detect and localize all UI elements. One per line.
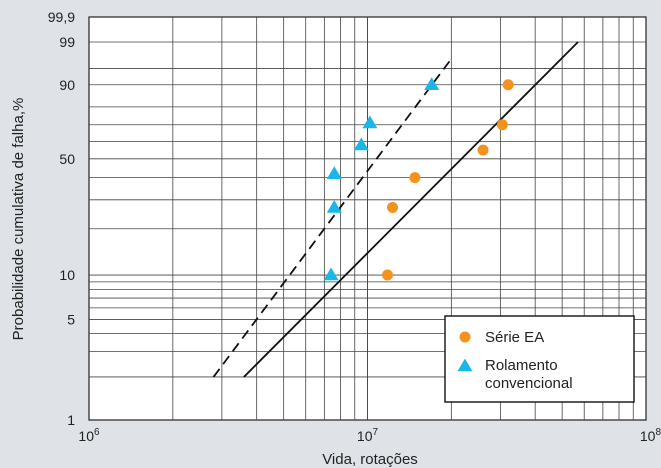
y-tick-label: 99,9	[48, 9, 75, 25]
grid	[89, 17, 646, 420]
y-tick-label: 5	[67, 311, 75, 327]
legend-marker-triangle	[457, 358, 473, 372]
legend-label: Rolamento convencional	[485, 357, 573, 392]
data-point-rolamento-convencional	[326, 166, 342, 179]
data-point-rolamento-convencional	[353, 137, 369, 151]
y-tick-label: 90	[59, 77, 75, 93]
y-tick-label: 10	[59, 267, 75, 283]
data-point-serie-ea	[496, 119, 508, 131]
data-point-serie-ea	[502, 79, 514, 91]
data-point-rolamento-convencional	[323, 267, 339, 281]
data-points	[323, 77, 514, 281]
y-axis-label: Probabilidade cumulativa de falha,%	[10, 98, 27, 341]
y-tick-label: 99	[59, 34, 75, 50]
y-tick-label: 50	[59, 151, 75, 167]
data-point-rolamento-convencional	[424, 77, 440, 91]
legend-label: Série EA	[485, 329, 544, 346]
fit-lines	[212, 41, 579, 378]
x-tick-label: 108	[640, 427, 661, 444]
tick-labels: 1 5 10 50 90 99 99,9 106 107 108	[48, 9, 661, 444]
legend-marker-circle	[459, 331, 471, 343]
data-point-serie-ea	[387, 202, 399, 214]
y-tick-label: 1	[67, 412, 75, 428]
x-tick-label: 107	[357, 427, 379, 444]
data-point-rolamento-convencional	[326, 200, 342, 213]
fit-line-serie-ea	[243, 41, 579, 378]
fit-line-rolamento-convencional	[212, 58, 453, 378]
legend: Série EA Rolamento convencional	[444, 315, 635, 403]
legend-box	[444, 315, 635, 403]
data-point-serie-ea	[382, 269, 394, 281]
data-point-rolamento-convencional	[362, 115, 378, 129]
data-point-serie-ea	[409, 172, 421, 184]
x-tick-label: 106	[78, 427, 100, 444]
data-point-serie-ea	[477, 144, 489, 156]
x-axis-label: Vida, rotações	[322, 451, 418, 468]
